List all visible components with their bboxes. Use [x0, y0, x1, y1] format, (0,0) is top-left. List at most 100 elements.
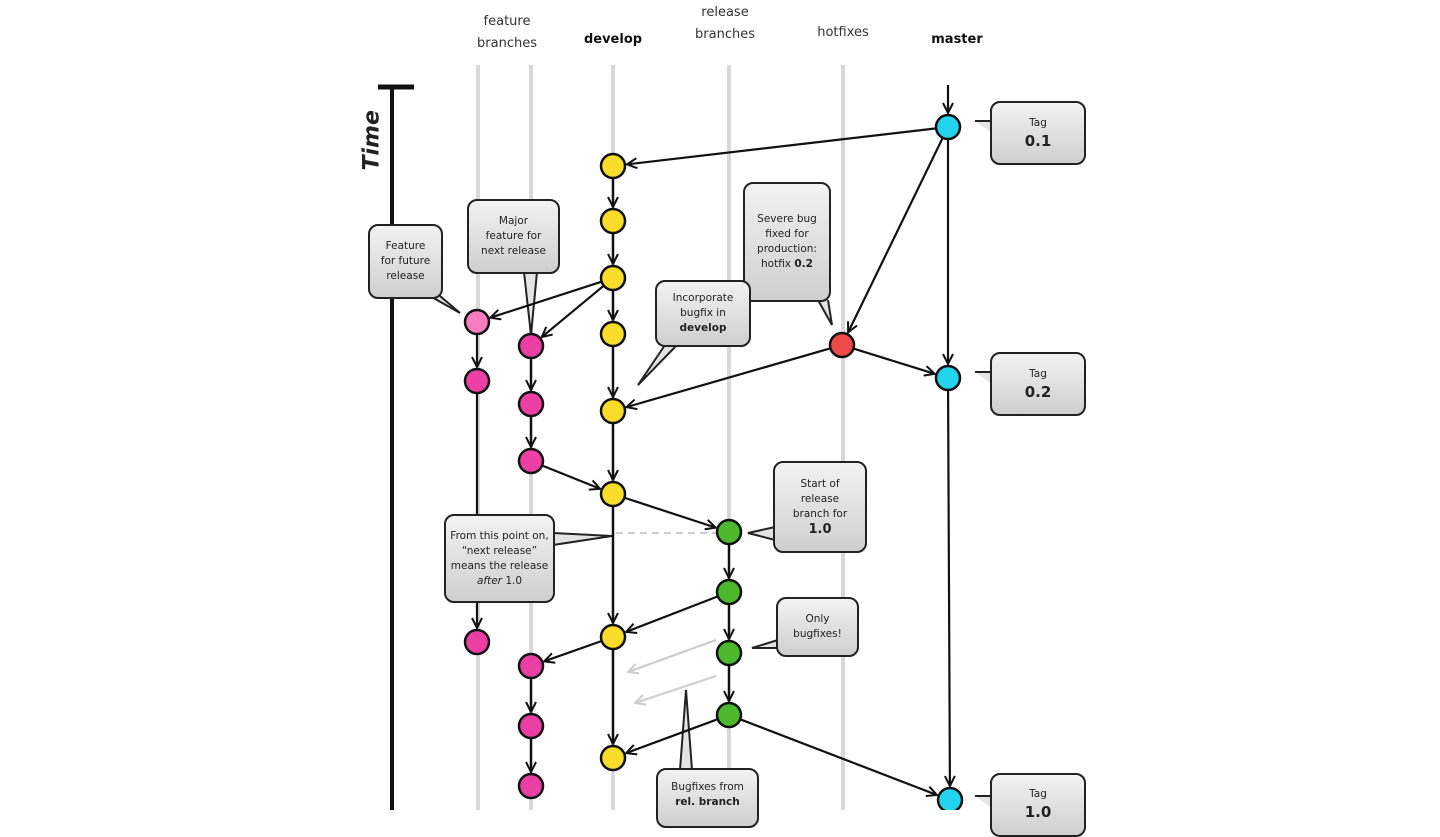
callout-text: Major: [498, 215, 529, 227]
develop-commit-node: [599, 152, 627, 180]
callout-text: Tag: [1029, 367, 1047, 380]
callout-only-bugfixes: Only bugfixes!: [776, 597, 859, 657]
callout-severe-bug: Severe bug fixed for production: hotfix …: [743, 182, 831, 302]
callout-text: hotfix 0.2: [761, 257, 813, 272]
callout-bold: 0.2: [794, 258, 813, 270]
callout-bold: rel. branch: [675, 796, 740, 808]
callout-text: for future: [380, 255, 431, 267]
callout-text: release: [800, 493, 840, 505]
git-flow-diagram: [378, 65, 993, 810]
feature-commit-node: [517, 390, 545, 418]
callout-text: means the release: [450, 559, 549, 572]
callout-tail: [817, 299, 833, 326]
callout-text: From this point on,: [450, 529, 549, 542]
lane-label-feature-branches: feature branches: [477, 11, 537, 55]
release-commit-node: [715, 701, 743, 729]
bugfix-arrow: [628, 638, 717, 672]
release-commit-node: [715, 518, 743, 546]
lane-label-line: release: [701, 5, 749, 20]
callout-tail: [747, 526, 776, 541]
time-axis: [378, 84, 414, 810]
callout-text: Start of: [800, 478, 840, 490]
callout-text: next release: [481, 245, 546, 257]
callout-tail: [751, 639, 779, 649]
callout-text: hotfix: [761, 258, 795, 270]
callout-text: Bugfixes from: [671, 781, 744, 793]
time-label: Time: [359, 110, 385, 171]
lane-label-line: feature: [483, 14, 531, 29]
tag-version: 0.2: [1024, 382, 1052, 401]
callout-text: branch for: [792, 508, 848, 520]
callout-tail: [637, 344, 678, 386]
callout-text: 1.0: [501, 574, 523, 587]
edge-arrow: [626, 347, 831, 407]
lane-label-develop: develop: [583, 32, 643, 47]
callout-tail: [429, 295, 461, 314]
edge-arrow: [626, 595, 719, 632]
callout-text: bugfix in: [680, 307, 726, 319]
callout-tag-1-0: Tag 1.0: [990, 773, 1086, 837]
callout-incorporate-bugfix: Incorporate bugfix in develop: [655, 280, 751, 347]
callout-major-feature: Major feature for next release: [467, 199, 560, 274]
develop-commit-node: [599, 207, 627, 235]
feature-commit-node: [463, 628, 491, 656]
callout-tag-0-2: Tag 0.2: [990, 352, 1086, 416]
callout-text: Only: [805, 613, 830, 625]
callout-text: Feature: [385, 240, 426, 252]
edge-arrow: [848, 137, 944, 333]
edge-arrow: [490, 280, 602, 318]
edge-arrow: [542, 284, 605, 337]
callout-text: “next release”: [461, 544, 538, 557]
edge-arrow: [739, 718, 937, 795]
edge-arrow: [627, 127, 937, 164]
feature-commit-node: [517, 772, 545, 800]
develop-commit-node: [599, 480, 627, 508]
callout-text: fixed for: [765, 228, 809, 240]
callout-text: after 1.0: [477, 574, 522, 589]
callout-italic: after: [476, 574, 502, 587]
lane-label-line: branches: [477, 36, 537, 51]
lane-label-hotfixes: hotfixes: [817, 25, 869, 40]
callout-text: Severe bug: [757, 213, 817, 225]
lane-label-release-branches: release branches: [695, 2, 755, 46]
callout-text: production:: [757, 243, 817, 255]
edge-arrow: [626, 718, 719, 753]
master-commit-node: [934, 113, 962, 141]
tag-version: 0.1: [1024, 131, 1052, 150]
callout-text: release: [386, 270, 425, 282]
tag-version: 1.0: [1024, 803, 1052, 821]
callout-start-release: Start of release branch for 1.0: [773, 461, 867, 553]
lane-label-master: master: [931, 32, 983, 47]
feature-commit-node: [517, 712, 545, 740]
bugfix-arrow: [635, 674, 717, 703]
callout-next-release: From this point on, “next release” means…: [444, 514, 555, 603]
develop-commit-node: [599, 264, 627, 292]
master-commit-node: [934, 364, 962, 392]
develop-commit-node: [599, 320, 627, 348]
feature-commit-node: [517, 447, 545, 475]
edge-arrow: [544, 639, 603, 661]
release-commit-node: [715, 639, 743, 667]
callout-text: Tag: [1029, 788, 1047, 800]
feature-commit-node: [463, 367, 491, 395]
callout-bugfixes-rel-branch: Bugfixes from rel. branch: [656, 768, 759, 828]
edge-arrow: [948, 389, 950, 786]
master-commit-node: [936, 786, 964, 810]
hotfix-commit-node: [828, 331, 856, 359]
edge-arrow: [624, 496, 715, 528]
feature-commit-node: [517, 652, 545, 680]
callout-tag-0-1: Tag 0.1: [990, 101, 1086, 165]
lane-label-line: branches: [695, 27, 755, 42]
callout-bold: develop: [679, 322, 727, 334]
feature-light-commit-node: [463, 308, 491, 336]
edge-arrow: [541, 464, 600, 488]
develop-commit-node: [599, 744, 627, 772]
callout-text: bugfixes!: [793, 628, 842, 640]
callout-tail: [552, 532, 613, 546]
release-commit-node: [715, 578, 743, 606]
callout-text: feature for: [485, 230, 542, 242]
callout-text: Incorporate: [672, 292, 734, 304]
callout-feature-future-release: Feature for future release: [368, 224, 443, 299]
callout-text: Tag: [1029, 116, 1047, 129]
edge-arrow: [853, 347, 934, 374]
